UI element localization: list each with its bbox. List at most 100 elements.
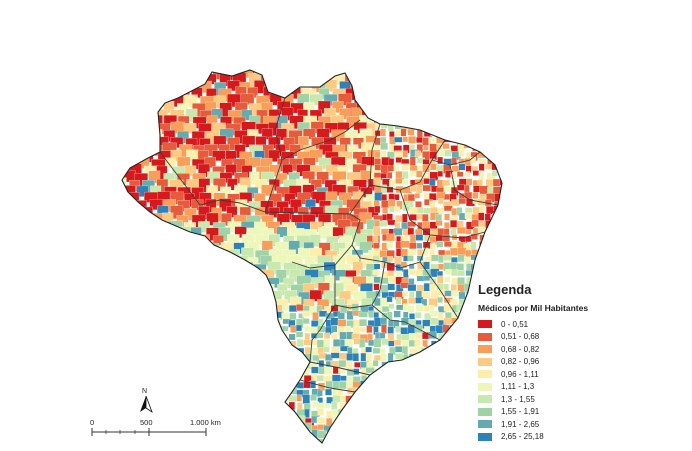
municipality-cell: [261, 128, 273, 140]
municipality-cell: [260, 339, 267, 347]
legend-label: 0,96 - 1,11: [501, 369, 539, 379]
municipality-cell: [451, 108, 458, 118]
municipality-cell: [465, 152, 472, 160]
municipality-cell: [479, 136, 486, 143]
municipality-cell: [436, 353, 443, 361]
municipality-cell: [431, 100, 440, 108]
municipality-cell: [268, 70, 280, 81]
municipality-cell: [414, 193, 421, 199]
municipality-cell: [207, 332, 214, 339]
municipality-cell: [156, 367, 164, 377]
municipality-cell: [239, 352, 249, 360]
municipality-cell: [359, 387, 369, 397]
municipality-cell: [451, 157, 457, 166]
municipality-cell: [151, 319, 161, 328]
municipality-cell: [465, 425, 474, 433]
municipality-cell: [122, 234, 126, 247]
municipality-cell: [409, 156, 416, 166]
municipality-cell: [487, 270, 496, 278]
municipality-cell: [150, 354, 157, 363]
municipality-cell: [274, 70, 287, 72]
municipality-cell: [458, 73, 468, 82]
municipality-cell: [373, 283, 380, 291]
municipality-cell: [302, 318, 310, 324]
municipality-cell: [506, 157, 514, 165]
municipality-cell: [340, 422, 348, 431]
municipality-cell: [429, 81, 436, 88]
municipality-cell: [122, 367, 132, 376]
municipality-cell: [387, 151, 396, 159]
municipality-cell: [400, 240, 410, 248]
municipality-cell: [135, 73, 147, 84]
municipality-cell: [436, 437, 446, 443]
municipality-cell: [466, 103, 473, 111]
municipality-cell: [241, 402, 248, 411]
municipality-cell: [423, 74, 431, 81]
municipality-cell: [254, 381, 264, 387]
municipality-cell: [247, 353, 254, 361]
municipality-cell: [263, 430, 273, 438]
municipality-cell: [500, 87, 502, 95]
municipality-cell: [129, 347, 137, 354]
municipality-cell: [157, 334, 165, 341]
municipality-cell: [206, 348, 214, 357]
municipality-cell: [443, 241, 452, 247]
municipality-cell: [456, 403, 466, 412]
municipality-cell: [248, 346, 258, 354]
municipality-cell: [388, 362, 394, 370]
municipality-cell: [248, 297, 262, 311]
municipality-cell: [228, 366, 236, 372]
municipality-cell: [458, 163, 466, 171]
municipality-cell: [415, 332, 422, 339]
legend-swatch: [478, 370, 492, 379]
municipality-cell: [423, 145, 429, 151]
legend-entry: 1,55 - 1,91: [478, 406, 678, 419]
municipality-cell: [137, 144, 151, 156]
municipality-cell: [311, 137, 324, 149]
municipality-cell: [128, 108, 140, 120]
municipality-cell: [479, 250, 487, 260]
municipality-cell: [486, 144, 494, 150]
municipality-cell: [212, 341, 221, 350]
municipality-cell: [437, 395, 445, 403]
municipality-cell: [136, 271, 149, 282]
municipality-cell: [407, 221, 416, 227]
municipality-cell: [501, 187, 502, 193]
municipality-cell: [205, 367, 213, 377]
municipality-cell: [359, 70, 371, 74]
municipality-cell: [416, 88, 422, 95]
municipality-cell: [401, 74, 409, 84]
municipality-cell: [437, 422, 446, 430]
municipality-cell: [416, 284, 426, 292]
municipality-cell: [459, 374, 467, 380]
municipality-cell: [142, 135, 156, 147]
municipality-cell: [255, 402, 264, 411]
municipality-cell: [457, 247, 467, 256]
municipality-cell: [141, 304, 148, 314]
municipality-cell: [444, 80, 452, 88]
municipality-cell: [436, 347, 444, 353]
municipality-cell: [444, 213, 450, 221]
municipality-cell: [492, 137, 500, 145]
municipality-cell: [184, 446, 189, 451]
municipality-cell: [493, 115, 501, 121]
municipality-cell: [144, 81, 157, 93]
municipality-cell: [219, 304, 229, 313]
municipality-cell: [246, 394, 253, 403]
municipality-cell: [429, 60, 434, 68]
municipality-cell: [199, 276, 212, 290]
municipality-cell: [249, 367, 257, 375]
municipality-cell: [268, 136, 281, 149]
municipality-cell: [164, 444, 171, 450]
municipality-cell: [401, 79, 411, 86]
municipality-cell: [339, 108, 351, 120]
municipality-cell: [387, 102, 396, 111]
municipality-cell: [506, 144, 513, 150]
municipality-cell: [436, 404, 445, 410]
municipality-cell: [192, 70, 206, 75]
municipality-cell: [150, 73, 164, 87]
municipality-cell: [268, 310, 278, 317]
municipality-cell: [212, 312, 218, 320]
municipality-cell: [403, 423, 412, 433]
municipality-cell: [465, 402, 472, 411]
